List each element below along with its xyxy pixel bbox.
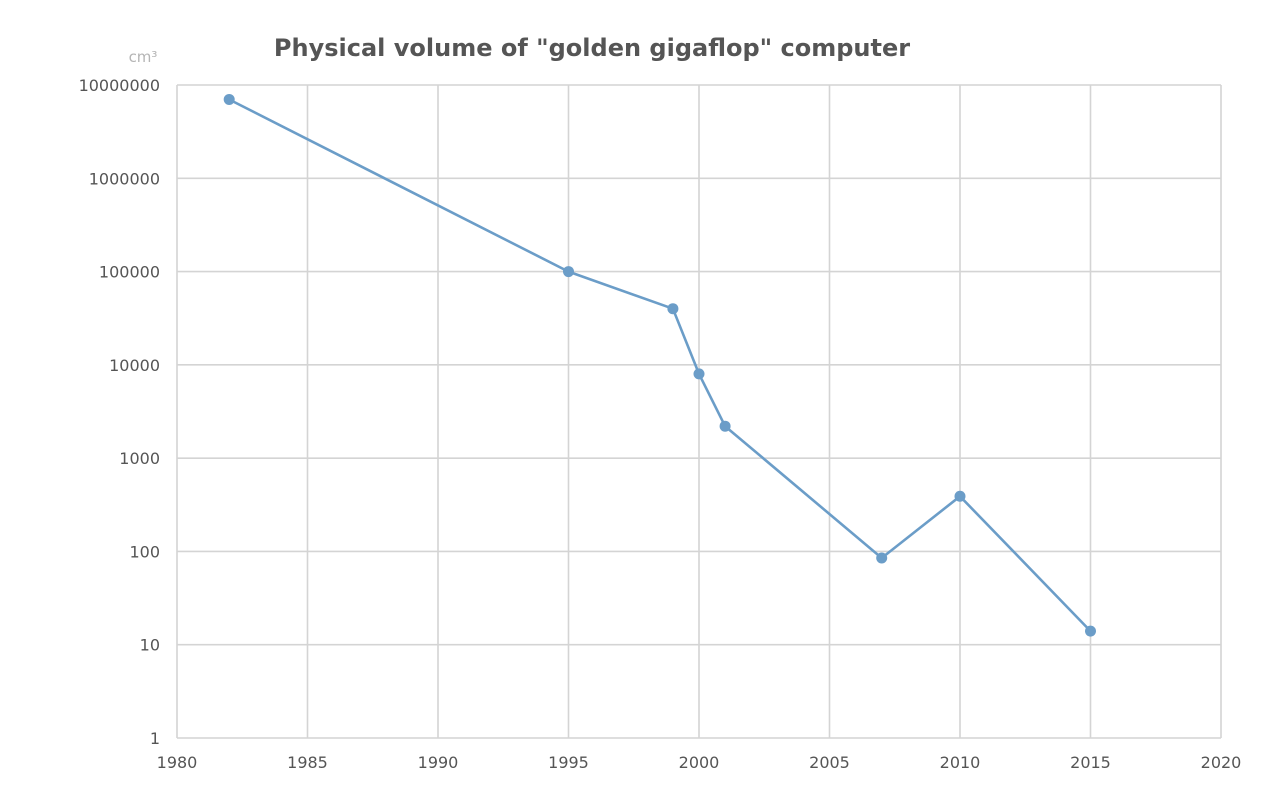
x-tick-label: 2010 bbox=[940, 753, 981, 772]
series bbox=[223, 93, 1096, 637]
x-tick-label: 1985 bbox=[287, 753, 328, 772]
y-axis-unit: cm³ bbox=[129, 48, 158, 66]
data-point bbox=[719, 420, 731, 432]
y-tick-label: 1000 bbox=[119, 449, 160, 468]
x-tick-label: 1990 bbox=[418, 753, 459, 772]
x-tick-label: 2015 bbox=[1070, 753, 1111, 772]
x-axis-ticks: 1980 1985 1990 1995 2000 2005 2010 2015 2020 bbox=[157, 753, 1242, 772]
data-point bbox=[693, 368, 705, 380]
data-point bbox=[1085, 625, 1096, 637]
y-tick-label: 10000000 bbox=[79, 76, 160, 95]
y-tick-label: 10 bbox=[140, 636, 160, 655]
data-point bbox=[954, 490, 966, 502]
data-point bbox=[223, 93, 235, 105]
data-point bbox=[876, 552, 888, 564]
y-tick-label: 10000 bbox=[109, 356, 160, 375]
data-point bbox=[667, 303, 679, 315]
x-tick-label: 2005 bbox=[809, 753, 850, 772]
y-tick-label: 1 bbox=[150, 729, 160, 748]
x-tick-label: 1995 bbox=[548, 753, 589, 772]
chart-title: Physical volume of "golden gigaflop" com… bbox=[274, 34, 910, 62]
x-tick-label: 2000 bbox=[679, 753, 720, 772]
y-tick-label: 1000000 bbox=[89, 169, 160, 188]
y-tick-label: 100000 bbox=[99, 263, 160, 282]
y-axis-ticks: 1 10 100 1000 10000 100000 1000000 10000000 bbox=[79, 76, 160, 748]
x-tick-label: 2020 bbox=[1201, 753, 1242, 772]
x-tick-label: 1980 bbox=[157, 753, 198, 772]
grid bbox=[176, 84, 1222, 739]
data-point bbox=[563, 266, 574, 278]
series-line bbox=[228, 98, 1092, 633]
y-tick-label: 100 bbox=[129, 542, 160, 561]
